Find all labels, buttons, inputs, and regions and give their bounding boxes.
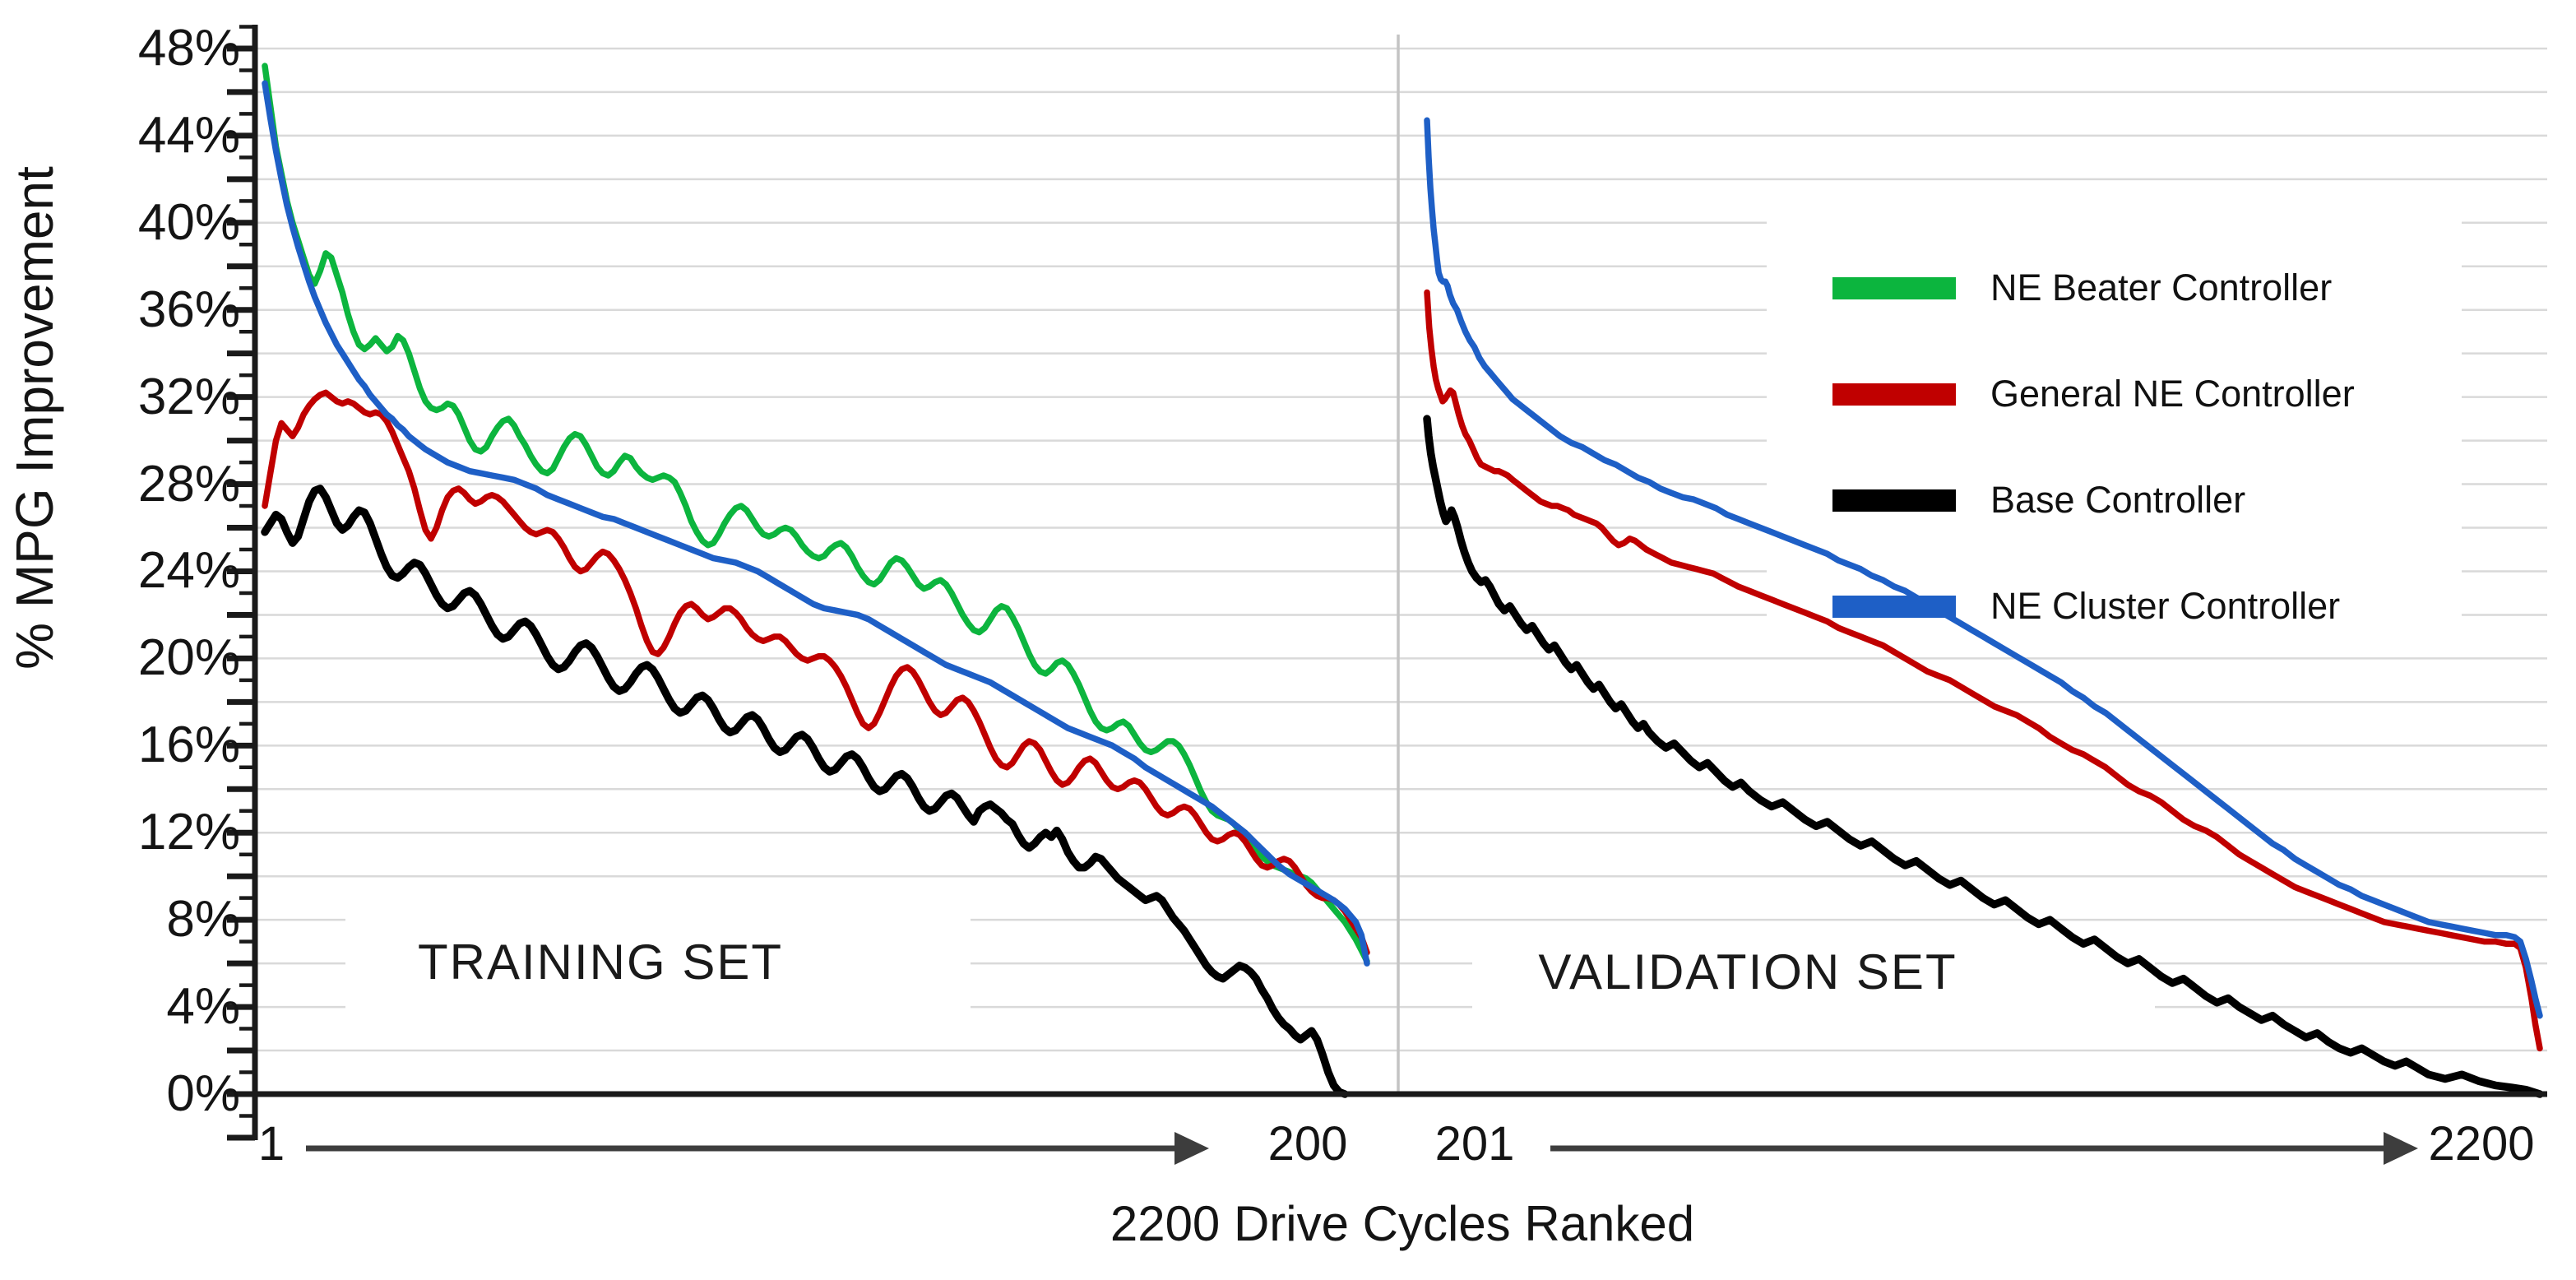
series-line-general-ne-controller — [262, 389, 1370, 956]
legend-label: General NE Controller — [1990, 373, 2355, 415]
series-line-base-controller — [261, 485, 1349, 1098]
series-line-general-ne-controller — [1424, 289, 2543, 1052]
legend-item-base-controller: Base Controller — [1832, 479, 2355, 522]
y-tick-label: 12% — [137, 804, 240, 861]
y-tick-label: 40% — [137, 193, 240, 251]
y-tick-label: 20% — [137, 629, 240, 687]
training-set-label: TRAINING SET — [417, 934, 784, 990]
legend-swatch — [1832, 595, 1956, 618]
legend-label: Base Controller — [1990, 479, 2246, 521]
x-tick-train-start: 1 — [257, 1117, 285, 1171]
y-tick-label: 0% — [166, 1065, 240, 1122]
series-line-ne-cluster-controller — [1424, 117, 2543, 1019]
legend-swatch — [1832, 276, 1956, 299]
y-tick-label: 8% — [166, 891, 240, 948]
validation-range-arrow-head — [2384, 1132, 2418, 1165]
legend-item-general-ne-controller: General NE Controller — [1832, 373, 2355, 415]
y-tick-label: 16% — [137, 717, 240, 774]
series-line-ne-cluster-controller — [262, 80, 1370, 967]
x-tick-val-end: 2200 — [2428, 1117, 2535, 1171]
y-tick-label: 44% — [137, 106, 240, 164]
legend-swatch — [1832, 383, 1956, 406]
training-range-arrow-head — [1174, 1132, 1209, 1165]
y-tick-label: 32% — [137, 368, 240, 425]
chart-legend: NE Beater Controller General NE Controlle… — [1832, 267, 2355, 628]
y-tick-label: 28% — [137, 455, 240, 512]
x-axis-title: 2200 Drive Cycles Ranked — [1110, 1196, 1695, 1251]
x-tick-train-end: 200 — [1267, 1117, 1348, 1171]
legend-item-ne-beater-controller: NE Beater Controller — [1832, 267, 2355, 309]
series-line-base-controller — [1423, 415, 2544, 1098]
y-tick-label: 24% — [137, 542, 240, 600]
y-tick-label: 48% — [137, 19, 240, 77]
training-label-background — [345, 915, 971, 1010]
y-tick-label: 4% — [166, 978, 240, 1036]
legend-label: NE Cluster Controller — [1990, 585, 2341, 627]
x-tick-val-start: 201 — [1434, 1117, 1515, 1171]
legend-item-ne-cluster-controller: NE Cluster Controller — [1832, 585, 2355, 628]
legend-swatch — [1832, 489, 1956, 512]
legend-label: NE Beater Controller — [1990, 267, 2333, 308]
series-line-ne-beater-controller — [262, 63, 1370, 965]
validation-set-label: VALIDATION SET — [1538, 944, 1957, 999]
validation-label-background — [1472, 926, 2155, 1022]
y-tick-label: 36% — [137, 281, 240, 338]
